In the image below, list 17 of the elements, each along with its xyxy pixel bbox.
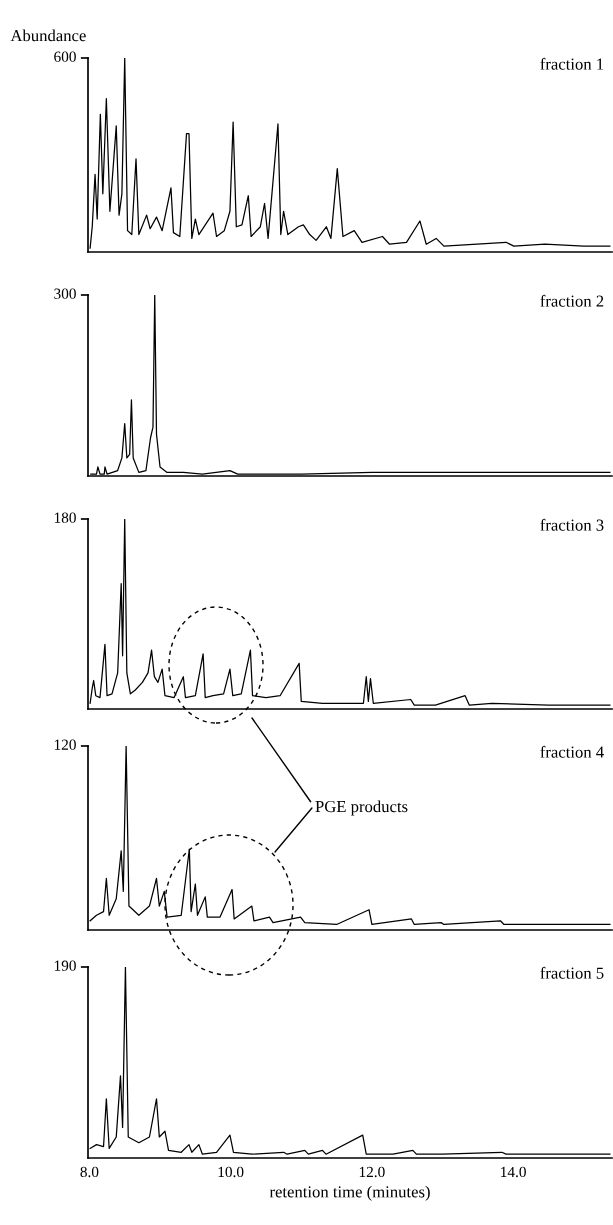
x-tick-label: 14.0 — [501, 1166, 526, 1178]
y-axis-title: Abundance — [10, 29, 86, 42]
x-tick-label: 8.0 — [80, 1166, 99, 1178]
annotation: PGE products — [315, 800, 408, 816]
text: 190 — [54, 960, 76, 971]
chart-title: fraction 2 — [540, 294, 604, 307]
chart-title: fraction 5 — [540, 966, 604, 979]
chart-title: fraction 3 — [540, 518, 604, 531]
text: 600 — [54, 51, 76, 62]
x-tick-label: 12.0 — [359, 1166, 385, 1178]
text: 300 — [54, 288, 76, 299]
x-tick-label: 10.0 — [218, 1166, 244, 1178]
text: 180 — [54, 512, 76, 523]
chart-title: fraction 4 — [540, 745, 604, 758]
chart-title: fraction 1 — [540, 57, 604, 70]
x-axis-title: retention time (minutes) — [269, 1185, 430, 1201]
text: 120 — [54, 739, 76, 750]
